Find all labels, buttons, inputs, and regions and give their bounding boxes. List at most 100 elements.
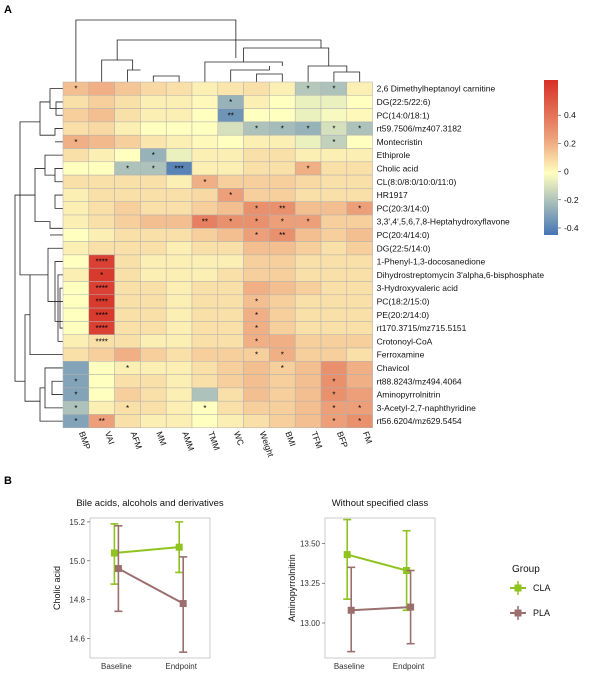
- heatmap-cell: [294, 347, 322, 362]
- heatmap-cell: [165, 108, 193, 123]
- dendrogram-branch: [51, 380, 63, 395]
- heatmap-cell: [294, 148, 322, 163]
- heatmap-cell: [294, 307, 322, 322]
- column-label: BMP: [77, 430, 93, 451]
- heatmap-cell: [165, 228, 193, 242]
- row-label: rt56.6204/mz629.5454: [377, 416, 462, 426]
- heatmap-cell: [114, 174, 141, 189]
- heatmap-cell: [62, 307, 90, 322]
- significance-mark: **: [99, 417, 105, 426]
- row-label: DG(22:5/14:0): [377, 243, 431, 253]
- heatmap-cell: [191, 121, 219, 136]
- colorbar-bar: [544, 80, 558, 235]
- row-label: PC(20:4/14:0): [377, 230, 430, 240]
- heatmap-cell: [320, 281, 348, 296]
- heatmap-cell: [88, 374, 115, 389]
- heatmap-cell: [320, 108, 348, 123]
- heatmap-cell: [191, 161, 219, 176]
- significance-mark: *: [358, 404, 361, 413]
- heatmap-cell: [217, 121, 244, 136]
- significance-mark: *: [307, 164, 310, 173]
- heatmap-cell: [294, 361, 322, 375]
- significance-mark: ****: [95, 311, 107, 320]
- dendrogram-branch: [19, 121, 40, 276]
- heatmap-cell: [269, 267, 296, 282]
- heatmap-cell: [191, 347, 219, 362]
- heatmap-cell: [294, 108, 322, 123]
- y-tick-label: 13.00: [300, 619, 321, 628]
- heatmap-cell: [346, 134, 373, 149]
- heatmap-cell: [114, 148, 141, 163]
- heatmap-cell: [165, 121, 193, 136]
- heatmap-cell: [269, 161, 296, 176]
- heatmap-cell: [320, 347, 348, 362]
- heatmap-cell: [191, 267, 219, 282]
- heatmap-cell: [269, 334, 296, 349]
- heatmap-cell: [165, 201, 193, 216]
- heatmap-cell: [140, 267, 167, 282]
- heatmap-cell: [217, 374, 244, 389]
- significance-mark: *: [126, 364, 129, 373]
- heatmap-cell: [114, 201, 141, 216]
- heatmap-cell: [217, 321, 244, 335]
- heatmap-cell: [88, 188, 115, 202]
- heatmap-cell: [191, 361, 219, 375]
- heatmap-cell: [294, 294, 322, 309]
- heatmap-cell: [346, 374, 373, 389]
- heatmap-cell: [320, 95, 348, 109]
- row-label: Montecristin: [377, 137, 423, 147]
- significance-mark: *: [332, 125, 335, 134]
- heatmap-cell: [320, 148, 348, 163]
- heatmap-cell: [165, 95, 193, 109]
- data-point: [175, 543, 183, 551]
- column-label: MM: [154, 430, 168, 447]
- colorbar-tick-label: 0.4: [564, 110, 576, 120]
- series-line-pla: [351, 606, 411, 612]
- heatmap-cell: [191, 134, 219, 149]
- row-label: 1-Phenyl-1,3-docosanedione: [377, 257, 486, 267]
- column-label: FM: [361, 430, 375, 445]
- heatmap-cell: [217, 148, 244, 163]
- dendrogram-branch: [14, 194, 35, 382]
- column-label: BMI: [283, 430, 298, 448]
- heatmap-cell: [269, 254, 296, 269]
- heatmap-cell: [320, 267, 348, 282]
- heatmap-cell: [346, 347, 373, 362]
- heatmap-cell: [62, 161, 90, 176]
- row-label: rt88.8243/mz494.4064: [377, 376, 462, 386]
- data-point: [347, 606, 355, 614]
- dendrogram-branch: [204, 61, 283, 82]
- significance-mark: *: [255, 337, 258, 346]
- heatmap-cell: [294, 267, 322, 282]
- heatmap-cell: [165, 387, 193, 402]
- heatmap-cell: [114, 241, 141, 256]
- y-tick-label: 14.6: [69, 635, 85, 644]
- significance-mark: *: [229, 191, 232, 200]
- heatmap-cell: [88, 361, 115, 375]
- heatmap-cell: [269, 174, 296, 189]
- heatmap-cell: [191, 228, 219, 242]
- significance-mark: *: [255, 324, 258, 333]
- x-tick-label: Baseline: [334, 662, 365, 671]
- heatmap-cell: [62, 108, 90, 123]
- heatmap-cell: [217, 201, 244, 216]
- significance-mark: *: [332, 377, 335, 386]
- significance-mark: **: [202, 218, 208, 227]
- series-line-cla: [114, 546, 180, 554]
- row-label: 3-Hydroxyvaleric acid: [377, 283, 459, 293]
- heatmap-cell: [140, 108, 167, 123]
- significance-mark: *: [229, 218, 232, 227]
- significance-mark: *: [332, 138, 335, 147]
- plot-title: Bile acids, alcohols and derivatives: [76, 498, 224, 509]
- dendrogram-branch: [44, 154, 63, 176]
- heatmap-cell: [140, 228, 167, 242]
- heatmap-cell: [114, 108, 141, 123]
- column-label: AMM: [180, 430, 196, 452]
- y-tick-label: 14.8: [69, 596, 85, 605]
- row-label: PE(20:2/14:0): [377, 310, 430, 320]
- heatmap-cell: [140, 241, 167, 256]
- y-axis-label: Cholic acid: [52, 566, 62, 610]
- heatmap-cell: [294, 334, 322, 349]
- significance-mark: *: [255, 231, 258, 240]
- dendrogram-branch: [152, 75, 180, 82]
